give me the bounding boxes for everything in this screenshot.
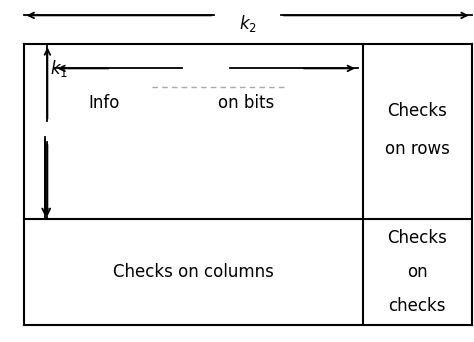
Text: Info: Info [89, 94, 120, 111]
Text: Checks: Checks [387, 102, 447, 120]
Text: on: on [407, 263, 428, 281]
Text: on rows: on rows [385, 140, 449, 158]
Text: $k_2$: $k_2$ [239, 13, 256, 35]
Text: on bits: on bits [219, 94, 274, 111]
Text: $k_1$: $k_1$ [50, 58, 68, 79]
Text: Checks on columns: Checks on columns [113, 263, 273, 281]
Text: checks: checks [388, 297, 446, 315]
Text: Checks: Checks [387, 229, 447, 247]
